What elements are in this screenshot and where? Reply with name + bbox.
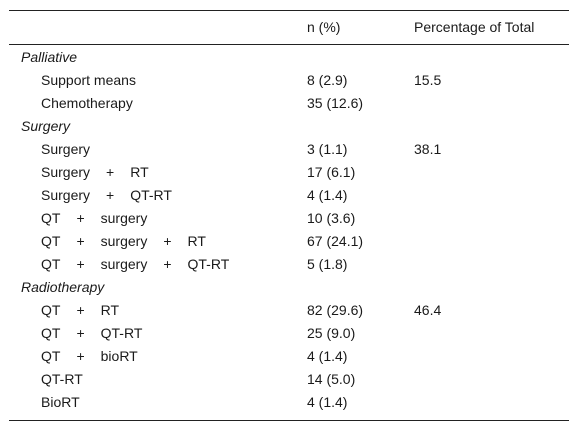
- plus-sign: +: [76, 233, 85, 249]
- section-title: Radiotherapy: [21, 279, 105, 295]
- header-percentage-of-total: Percentage of Total: [414, 19, 535, 35]
- table-row: QT + bioRT 4 (1.4): [9, 345, 569, 368]
- table-header-row: n (%) Percentage of Total: [9, 11, 569, 44]
- n-percent-value: 5 (1.8): [307, 256, 348, 272]
- table-top-rule: [9, 10, 569, 11]
- treatment-term: RT: [187, 233, 206, 249]
- percentage-of-total-value: 46.4: [414, 302, 442, 318]
- treatment-label: BioRT: [41, 391, 80, 414]
- section-title: Palliative: [21, 49, 78, 65]
- treatment-term: surgery: [100, 233, 148, 249]
- treatment-label: QT + surgery: [41, 207, 147, 230]
- percentage-of-total-value: 38.1: [414, 141, 442, 157]
- treatment-label: QT + RT: [41, 299, 119, 322]
- n-percent-value: 25 (9.0): [307, 325, 356, 341]
- table-row: Surgery 3 (1.1) 38.1: [9, 138, 569, 161]
- treatment-label: QT + surgery + QT-RT: [41, 253, 229, 276]
- plus-sign: +: [76, 256, 85, 272]
- plus-sign: +: [76, 325, 85, 341]
- treatment-term: bioRT: [100, 348, 138, 364]
- plus-sign: +: [163, 233, 172, 249]
- n-percent-value: 67 (24.1): [307, 233, 364, 249]
- treatment-term: QT: [41, 233, 61, 249]
- treatment-term: QT: [41, 348, 61, 364]
- treatment-label: Surgery + RT: [41, 161, 149, 184]
- treatment-label: Surgery: [41, 138, 90, 161]
- n-percent-value: 14 (5.0): [307, 371, 356, 387]
- n-percent-value: 3 (1.1): [307, 141, 348, 157]
- n-percent-value: 4 (1.4): [307, 348, 348, 364]
- treatment-term: QT: [41, 325, 61, 341]
- treatment-term: QT-RT: [130, 187, 172, 203]
- table-row: Support means 8 (2.9) 15.5: [9, 69, 569, 92]
- plus-sign: +: [76, 348, 85, 364]
- n-percent-value: 82 (29.6): [307, 302, 364, 318]
- treatment-term: QT-RT: [100, 325, 143, 341]
- table-row: Surgery + RT 17 (6.1): [9, 161, 569, 184]
- plus-sign: +: [106, 187, 115, 203]
- treatment-term: surgery: [100, 210, 148, 226]
- plus-sign: +: [106, 164, 115, 180]
- treatment-term: Surgery: [41, 141, 91, 157]
- table-row: QT + QT-RT 25 (9.0): [9, 322, 569, 345]
- n-percent-value: 4 (1.4): [307, 187, 348, 203]
- treatment-label: QT + surgery + RT: [41, 230, 206, 253]
- table-row: QT + surgery 10 (3.6): [9, 207, 569, 230]
- treatment-term: Chemotherapy: [41, 95, 133, 111]
- table-bottom-rule: [9, 420, 569, 421]
- treatment-term: surgery: [100, 256, 148, 272]
- plus-sign: +: [163, 256, 172, 272]
- table-row: QT + surgery + RT 67 (24.1): [9, 230, 569, 253]
- section-row: Radiotherapy: [9, 276, 569, 299]
- treatment-term: QT: [41, 210, 61, 226]
- table-row: QT + surgery + QT-RT 5 (1.8): [9, 253, 569, 276]
- header-n-percent: n (%): [307, 19, 341, 35]
- percentage-of-total-value: 15.5: [414, 72, 442, 88]
- table-row: BioRT 4 (1.4): [9, 391, 569, 414]
- table-header-rule: [9, 44, 569, 45]
- treatment-term: QT-RT: [41, 371, 83, 387]
- treatment-term: Support means: [41, 72, 136, 88]
- n-percent-value: 4 (1.4): [307, 394, 348, 410]
- table-body: Palliative Support means 8 (2.9) 15.5 Chemot…: [9, 45, 569, 420]
- treatment-term: Surgery: [41, 164, 91, 180]
- table-row: Surgery + QT-RT 4 (1.4): [9, 184, 569, 207]
- treatment-label: QT-RT: [41, 368, 83, 391]
- table-row: Chemotherapy 35 (12.6): [9, 92, 569, 115]
- section-row: Surgery: [9, 115, 569, 138]
- treatment-term: RT: [100, 302, 120, 318]
- n-percent-value: 35 (12.6): [307, 95, 364, 111]
- table-row: QT-RT 14 (5.0): [9, 368, 569, 391]
- treatment-label: QT + bioRT: [41, 345, 138, 368]
- treatment-label: Surgery + QT-RT: [41, 184, 172, 207]
- treatment-term: RT: [130, 164, 149, 180]
- treatment-term: QT: [41, 256, 61, 272]
- treatment-label: Chemotherapy: [41, 92, 133, 115]
- section-title: Surgery: [21, 118, 71, 134]
- treatment-table: n (%) Percentage of Total Palliative Supp…: [9, 10, 569, 421]
- n-percent-value: 8 (2.9): [307, 72, 348, 88]
- n-percent-value: 10 (3.6): [307, 210, 356, 226]
- plus-sign: +: [76, 302, 85, 318]
- treatment-label: Support means: [41, 69, 136, 92]
- treatment-term: QT-RT: [187, 256, 230, 272]
- n-percent-value: 17 (6.1): [307, 164, 356, 180]
- table-row: QT + RT 82 (29.6) 46.4: [9, 299, 569, 322]
- treatment-term: BioRT: [41, 394, 80, 410]
- treatment-term: QT: [41, 302, 61, 318]
- plus-sign: +: [76, 210, 85, 226]
- treatment-label: QT + QT-RT: [41, 322, 142, 345]
- section-row: Palliative: [9, 46, 569, 69]
- treatment-term: Surgery: [41, 187, 91, 203]
